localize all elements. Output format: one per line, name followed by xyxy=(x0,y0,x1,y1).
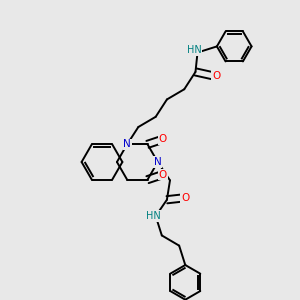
Text: HN: HN xyxy=(187,45,201,55)
Text: HN: HN xyxy=(146,211,161,221)
Text: N: N xyxy=(154,157,162,167)
Text: O: O xyxy=(212,71,220,81)
Text: O: O xyxy=(159,169,167,180)
Text: O: O xyxy=(159,134,167,144)
Text: O: O xyxy=(181,193,189,203)
Text: N: N xyxy=(123,139,131,149)
